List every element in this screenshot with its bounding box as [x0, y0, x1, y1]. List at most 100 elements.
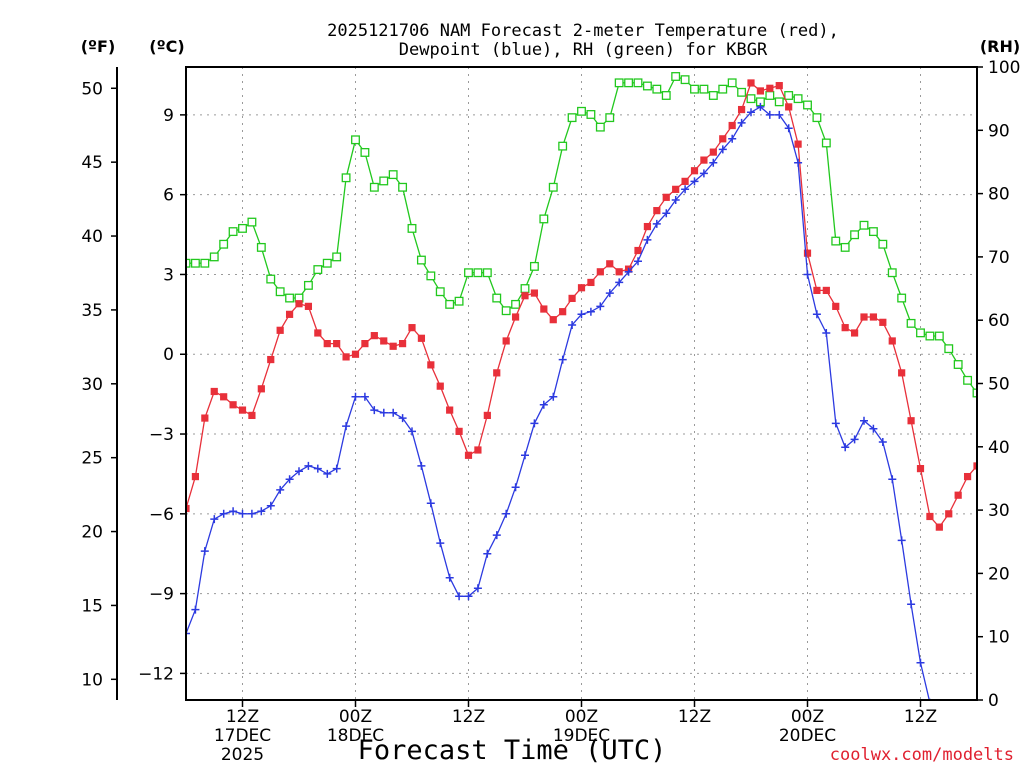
dewpoint-point	[483, 549, 492, 558]
x-tick-label: 12Z	[226, 707, 259, 727]
temperature-point	[606, 260, 614, 268]
temperature-point	[709, 148, 717, 156]
temperature-point	[700, 156, 708, 164]
dewpoint-point	[304, 461, 313, 470]
dewpoint-point	[398, 414, 407, 423]
dewpoint-point	[605, 289, 614, 298]
dewpoint-point	[229, 507, 238, 516]
temperature-point	[342, 353, 350, 361]
dewpoint-point	[436, 539, 445, 548]
dewpoint-point	[455, 592, 464, 601]
rh-point	[285, 293, 295, 303]
rh-point	[897, 293, 907, 303]
x-tick-label: 17DEC	[214, 726, 271, 746]
rh-point	[680, 75, 690, 85]
dewpoint-point	[586, 307, 595, 316]
x-tick-label: 12Z	[904, 707, 937, 727]
dewpoint-point	[530, 419, 539, 428]
temperature-point	[577, 284, 586, 292]
temperature-point	[766, 84, 774, 92]
dewpoint-point	[615, 278, 624, 287]
dewpoint-point	[285, 475, 294, 484]
rh-point	[727, 78, 737, 88]
temperature-point	[370, 332, 378, 340]
dewpoint-point	[803, 270, 812, 279]
temperature-point	[935, 523, 943, 531]
rh-point	[529, 261, 539, 271]
temperature-point	[813, 286, 821, 295]
dewpoint-point	[549, 392, 558, 401]
rh-point	[190, 258, 200, 268]
temperature-point	[427, 361, 435, 369]
temperature-point	[257, 385, 265, 393]
temperature-point	[398, 340, 407, 348]
dewpoint-point	[652, 219, 661, 228]
rh-tick-label: 60	[988, 311, 1010, 331]
dewpoint-point	[831, 419, 840, 428]
x-tick-label: 00Z	[791, 707, 824, 727]
fahrenheit-tick-label: 20	[81, 523, 103, 543]
temperature-point	[540, 305, 548, 313]
dewpoint-point	[521, 451, 529, 460]
dewpoint-point	[888, 475, 897, 484]
dewpoint-point	[568, 321, 577, 329]
temperature-point	[229, 401, 237, 409]
rh-point	[708, 91, 718, 100]
rh-tick-label: 90	[988, 121, 1010, 141]
dewpoint-point	[295, 467, 303, 476]
celsius-tick-label: −12	[138, 664, 174, 684]
temperature-point	[756, 87, 765, 95]
dewpoint-point	[634, 257, 642, 266]
temperature-point	[634, 246, 642, 255]
celsius-tick-label: 9	[163, 106, 174, 126]
temperature-point	[201, 414, 209, 422]
rh-point	[586, 110, 596, 119]
dewpoint-point	[558, 355, 567, 364]
temperature-point	[493, 369, 501, 377]
temperature-point	[803, 249, 812, 257]
temperature-point	[276, 326, 284, 334]
temperature-point	[417, 334, 426, 342]
rh-point	[558, 141, 568, 151]
rh-point	[435, 287, 445, 297]
rh-point	[812, 113, 822, 123]
dewpoint-point	[850, 435, 859, 444]
rh-point	[332, 252, 342, 262]
rh-point	[595, 122, 605, 132]
temperature-point	[945, 510, 953, 518]
rh-point	[765, 91, 775, 100]
fahrenheit-tick-label: 30	[81, 375, 103, 395]
dewpoint-point	[699, 169, 708, 178]
dewpoint-point	[342, 422, 351, 431]
rh-point	[633, 78, 643, 88]
rh-point	[219, 239, 229, 249]
fahrenheit-axis: 50 45 40 35 30 25 20 15 10	[81, 67, 118, 700]
temperature-point	[822, 286, 830, 295]
temperature-point	[380, 337, 388, 345]
temperature-point	[596, 268, 604, 276]
dewpoint-point	[822, 329, 831, 337]
temperature-point	[502, 337, 510, 345]
rh-point	[186, 258, 191, 268]
temperature-point	[568, 294, 576, 302]
celsius-tick-label: 6	[163, 186, 174, 206]
dewpoint-point	[473, 584, 482, 593]
dewpoint-point	[370, 406, 379, 415]
dewpoint-point	[765, 110, 774, 119]
rh-point	[322, 258, 332, 268]
rh-tick-label: 100	[988, 58, 1020, 78]
temperature-point	[186, 504, 190, 513]
dewpoint-point	[492, 531, 501, 540]
series-rh	[186, 72, 977, 398]
temperature-point	[615, 268, 623, 276]
rh-point	[275, 287, 285, 297]
celsius-axis: 9 6 3 0 −3 −6 −9 −12	[138, 106, 186, 684]
dewpoint-point	[860, 416, 868, 425]
rh-point	[972, 388, 977, 398]
plot-frame	[185, 66, 978, 701]
temperature-point	[361, 340, 369, 348]
dewpoint-point	[323, 469, 332, 478]
temperature-point	[474, 446, 482, 454]
dewpoint-point	[511, 483, 520, 492]
